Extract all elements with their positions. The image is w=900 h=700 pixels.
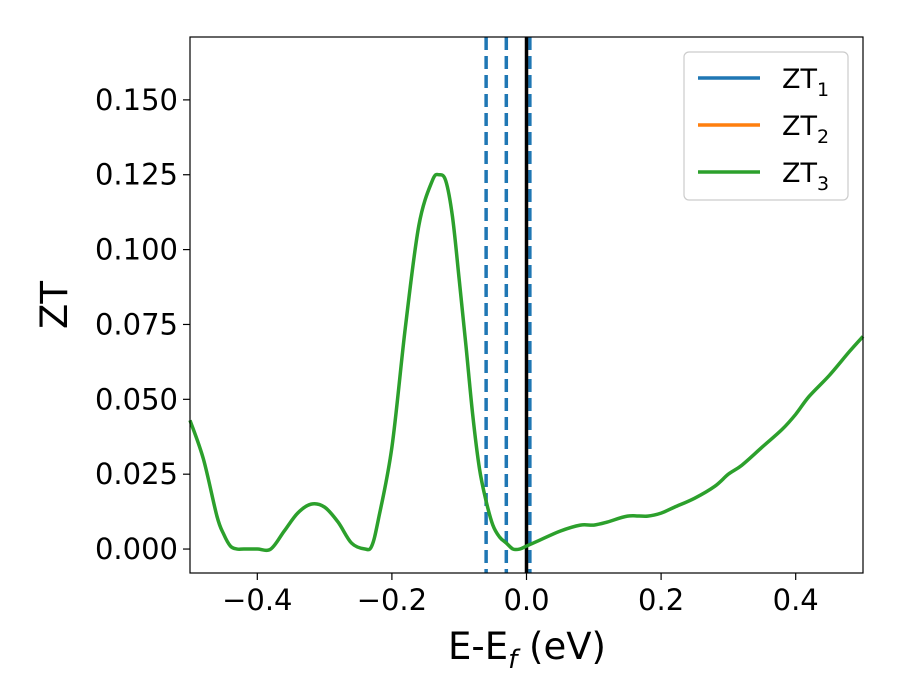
y-tick-label: 0.125 <box>95 158 178 192</box>
x-tick-label: 0.2 <box>638 583 684 617</box>
x-tick-label: 0.0 <box>503 583 549 617</box>
curves <box>188 172 865 553</box>
y-axis-label: ZT <box>33 281 76 329</box>
y-tick-label: 0.000 <box>95 532 178 566</box>
legend-label: ZT1 <box>782 64 829 101</box>
x-ticks: −0.4 −0.2 0.0 0.2 0.4 <box>222 573 819 617</box>
y-tick-label: 0.075 <box>95 307 178 341</box>
y-ticks: 0.000 0.025 0.050 0.075 0.100 0.125 0.150 <box>95 83 190 566</box>
x-tick-label: −0.4 <box>222 583 292 617</box>
legend: ZT1 ZT2 ZT3 <box>683 51 849 201</box>
zt-curve <box>188 172 865 553</box>
y-tick-label: 0.050 <box>95 382 178 416</box>
legend-label: ZT3 <box>782 158 829 195</box>
legend-box <box>683 51 849 201</box>
vertical-lines <box>484 37 532 573</box>
x-tick-label: −0.2 <box>357 583 427 617</box>
y-tick-label: 0.150 <box>95 83 178 117</box>
x-tick-label: 0.4 <box>773 583 819 617</box>
legend-label: ZT2 <box>782 111 829 148</box>
x-axis-label: E-Ef (eV) <box>448 625 606 675</box>
y-tick-label: 0.025 <box>95 457 178 491</box>
y-tick-label: 0.100 <box>95 233 178 267</box>
